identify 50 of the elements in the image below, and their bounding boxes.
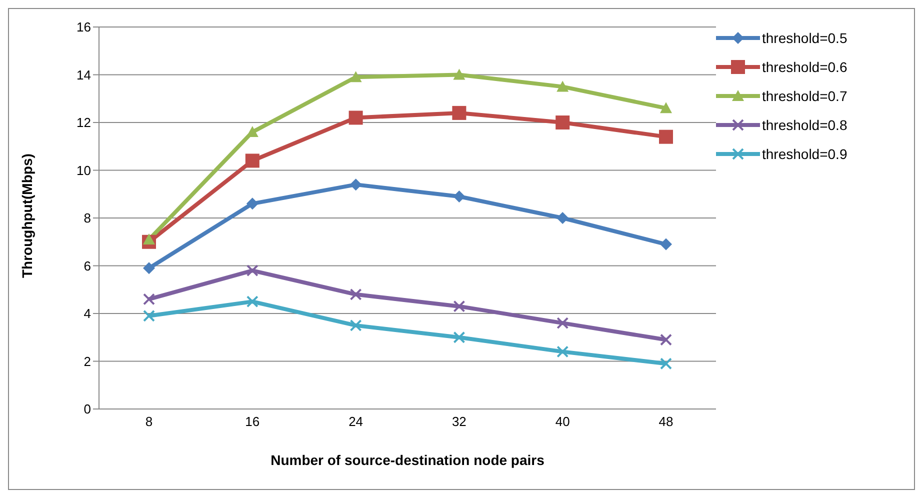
point bbox=[350, 178, 362, 191]
point bbox=[453, 331, 466, 344]
legend-label: threshold=0.5 bbox=[762, 30, 848, 46]
point bbox=[660, 358, 672, 370]
point bbox=[245, 154, 260, 168]
point bbox=[453, 190, 466, 203]
x-tick-label: 32 bbox=[452, 414, 466, 430]
point bbox=[350, 288, 362, 300]
point bbox=[556, 80, 569, 92]
point bbox=[660, 238, 672, 250]
x-tick-label: 48 bbox=[658, 414, 674, 430]
point bbox=[556, 317, 569, 330]
x-tick-label: 16 bbox=[245, 414, 260, 430]
x-axis-title: Number of source-destination node pairs bbox=[270, 452, 545, 468]
legend-label: threshold=0.7 bbox=[762, 88, 848, 104]
point bbox=[453, 300, 466, 312]
point bbox=[350, 71, 362, 82]
y-tick-label: 8 bbox=[84, 210, 91, 226]
y-tick-label: 10 bbox=[76, 162, 91, 178]
point bbox=[350, 319, 362, 332]
point bbox=[348, 110, 363, 125]
point bbox=[660, 102, 672, 114]
point bbox=[452, 106, 466, 120]
y-axis-title: Throughput(Mbps) bbox=[18, 154, 35, 278]
point bbox=[246, 296, 258, 308]
x-tick-label: 24 bbox=[348, 414, 364, 430]
y-tick-label: 2 bbox=[84, 354, 91, 369]
point bbox=[556, 212, 569, 224]
point bbox=[556, 116, 570, 130]
legend-label: threshold=0.9 bbox=[762, 146, 848, 162]
y-tick-label: 12 bbox=[76, 115, 91, 130]
y-tick-label: 4 bbox=[84, 306, 91, 322]
point bbox=[246, 264, 258, 277]
legend-label: threshold=0.8 bbox=[762, 116, 848, 132]
legend-label: threshold=0.6 bbox=[762, 58, 848, 74]
x-tick-label: 8 bbox=[145, 414, 153, 430]
point bbox=[246, 198, 258, 210]
x-tick-label: 40 bbox=[555, 414, 570, 430]
point bbox=[659, 130, 673, 144]
point bbox=[143, 293, 155, 306]
y-tick-label: 6 bbox=[84, 258, 91, 274]
point bbox=[660, 334, 672, 346]
point bbox=[143, 262, 155, 274]
y-tick-label: 14 bbox=[76, 67, 91, 82]
point bbox=[453, 68, 466, 80]
y-tick-label: 16 bbox=[76, 20, 91, 35]
y-tick-label: 0 bbox=[84, 402, 91, 417]
point bbox=[143, 233, 155, 244]
point bbox=[143, 310, 155, 322]
point bbox=[556, 346, 569, 358]
